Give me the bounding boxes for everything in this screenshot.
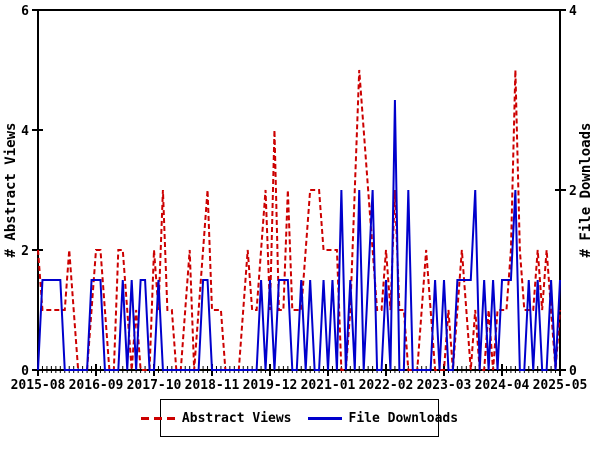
file-downloads-solid-line-swatch: [307, 416, 342, 420]
y-left-tick-label: 4: [21, 124, 29, 139]
y-left-tick-label: 6: [21, 4, 29, 19]
y-left-tick-label: 0: [21, 364, 29, 379]
right-axis-title: # File Downloads: [578, 122, 594, 258]
legend-item-abstract-views: Abstract Views: [140, 410, 292, 426]
legend-label-file-downloads: File Downloads: [348, 410, 459, 426]
x-tick-label: 2015-08: [11, 378, 66, 393]
abstract-views-dashed-line-swatch: [140, 416, 175, 420]
y-right-tick-label: 4: [569, 4, 577, 19]
x-tick-label: 2019-12: [243, 378, 298, 393]
x-tick-label: 2023-03: [417, 378, 472, 393]
x-tick-label: 2025-05: [533, 378, 588, 393]
x-tick-label: 2017-10: [127, 378, 182, 393]
x-tick-label: 2016-09: [69, 378, 124, 393]
x-tick-label: 2022-02: [359, 378, 414, 393]
legend-label-abstract-views: Abstract Views: [181, 410, 292, 426]
x-tick-label: 2018-11: [185, 378, 240, 393]
left-axis-title: # Abstract Views: [3, 122, 19, 258]
abstract-views-line: [37, 69, 561, 371]
x-tick-label: 2024-04: [475, 378, 530, 393]
y-left-tick-label: 2: [21, 244, 29, 259]
legend-item-file-downloads: File Downloads: [307, 410, 459, 426]
file-downloads-line: [37, 99, 561, 371]
y-right-tick-label: 0: [569, 364, 577, 379]
x-tick-label: 2021-01: [301, 378, 356, 393]
y-right-tick-label: 2: [569, 184, 577, 199]
legend: Abstract Views File Downloads: [140, 399, 458, 437]
